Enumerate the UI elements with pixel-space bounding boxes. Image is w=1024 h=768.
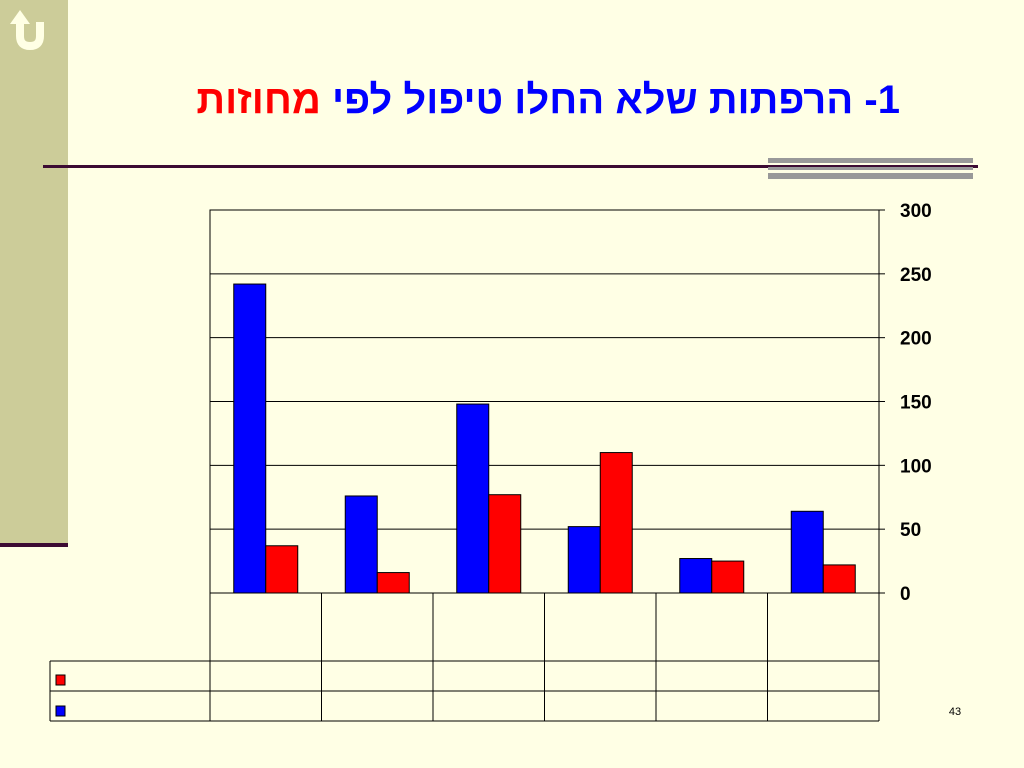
bar [265,545,299,594]
title-divider [43,165,978,168]
bar [679,558,713,594]
title-divider-accent [768,158,973,180]
legend-swatch-red [55,674,66,686]
bar [711,560,745,594]
legend-swatch-blue [55,705,66,717]
bar [376,572,410,594]
y-tick-label: 250 [900,265,932,286]
y-tick-label: 150 [900,393,932,414]
y-tick-label: 300 [900,201,932,222]
slide-title: 1- הרפתות שלא החלו טיפול לפי מחוזות [100,72,900,128]
title-main-text: הרפתות שלא החלו טיפול לפי [332,78,854,122]
y-tick-label: 50 [900,520,921,541]
title-number: 1- [864,78,900,122]
bar [233,283,267,594]
bar [567,526,601,594]
back-arrow-icon[interactable] [4,6,56,54]
bar [822,564,856,594]
bar [790,510,824,594]
slide-number: 43 [948,706,962,718]
y-tick-label: 100 [900,456,932,477]
left-band-rule [0,543,68,547]
bar [456,403,490,594]
bar [488,494,522,594]
y-tick-label: 0 [900,584,911,605]
bar [599,452,633,594]
y-tick-label: 200 [900,329,932,350]
left-side-band [0,0,68,545]
bar [344,495,378,594]
title-highlight-text: מחוזות [196,78,321,122]
